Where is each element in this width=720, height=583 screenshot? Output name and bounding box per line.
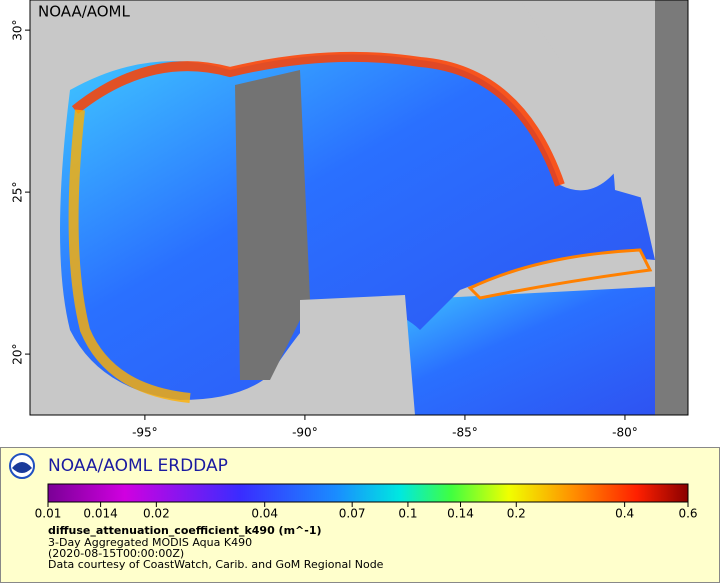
x-tick-label: -95° <box>132 426 158 440</box>
no-data-east <box>655 0 688 415</box>
y-tick-label: 30° <box>11 19 25 40</box>
colorbar-tick-label: 0.14 <box>447 507 474 521</box>
colorbar-tick-label: 0.02 <box>143 507 170 521</box>
map <box>30 0 688 415</box>
caribbean <box>400 285 688 415</box>
coast-west <box>68 109 191 403</box>
colorbar-tick-label: 0.04 <box>251 507 278 521</box>
map-frame <box>29 0 689 416</box>
x-tick-label: -80° <box>612 426 638 440</box>
legend-panel <box>0 447 720 583</box>
colorbar-tick-label: 0.6 <box>678 507 697 521</box>
noaa-logo-bird <box>12 462 32 473</box>
y-tick-label: 25° <box>11 181 25 202</box>
no-data-swath <box>235 70 310 380</box>
legend-line: (2020-08-15T00:00:00Z) <box>48 547 184 560</box>
legend-title: NOAA/AOML ERDDAP <box>48 456 228 476</box>
florida <box>520 0 660 200</box>
x-tick-label: -85° <box>452 426 478 440</box>
colorbar-tick-label: 0.07 <box>339 507 366 521</box>
colorbar-tick-label: 0.01 <box>35 507 62 521</box>
x-tick-label: -90° <box>292 426 318 440</box>
colorbar <box>47 483 689 503</box>
legend-line: Data courtesy of CoastWatch, Carib. and … <box>48 558 384 571</box>
colorbar-tick-label: 0.2 <box>507 507 526 521</box>
colorbar-tick-label: 0.014 <box>83 507 117 521</box>
coast-red <box>71 51 565 187</box>
yucatan <box>300 295 415 415</box>
variable-name: diffuse_attenuation_coefficient_k490 (m^… <box>48 524 322 537</box>
y-tick-label: 20° <box>11 343 25 364</box>
gulf <box>60 54 655 400</box>
colorbar-tick-label: 0.1 <box>398 507 417 521</box>
legend-line: 3-Day Aggregated MODIS Aqua K490 <box>48 536 252 549</box>
cuba <box>467 248 653 300</box>
watermark: NOAA/AOML <box>38 3 131 21</box>
colorbar-tick-label: 0.4 <box>615 507 634 521</box>
